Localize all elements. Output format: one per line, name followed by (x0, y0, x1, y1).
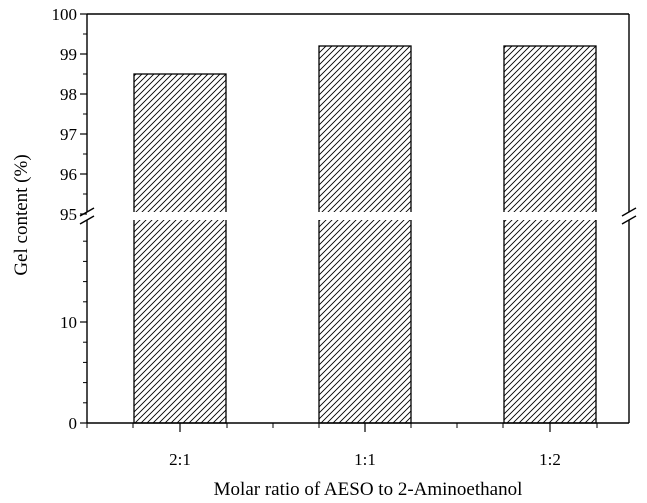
axis-break-gap (0, 212, 647, 220)
y-tick-label-99: 99 (60, 45, 77, 64)
y-tick-label-10: 10 (60, 313, 77, 332)
y-axis-title: Gel content (%) (11, 154, 32, 275)
bar-1-2 (503, 45, 597, 424)
x-tick-label-1-2: 1:2 (539, 450, 561, 469)
y-tick-label-96: 96 (60, 165, 77, 184)
y-tick-label-97: 97 (60, 125, 78, 144)
bar-2-1 (133, 73, 227, 424)
y-tick-label-0: 0 (69, 414, 78, 433)
x-axis-title: Molar ratio of AESO to 2-Aminoethanol (214, 479, 523, 500)
break-mark-right-upper (621, 207, 637, 217)
break-mark-left-lower (79, 215, 95, 225)
x-tick-label-1-1: 1:1 (354, 450, 376, 469)
y-tick-label-100: 100 (52, 5, 78, 24)
y-tick-label-98: 98 (60, 85, 77, 104)
break-mark-left-upper (79, 207, 95, 217)
y-tick-label-95: 95 (60, 205, 77, 224)
bars (133, 45, 597, 424)
break-mark-right-lower (621, 215, 637, 225)
bar-1-1 (318, 45, 412, 424)
x-tick-label-2-1: 2:1 (169, 450, 191, 469)
ticks: 95 96 97 98 99 100 0 10 2:1 1:1 1:2 (52, 5, 598, 469)
axes (0, 13, 647, 424)
